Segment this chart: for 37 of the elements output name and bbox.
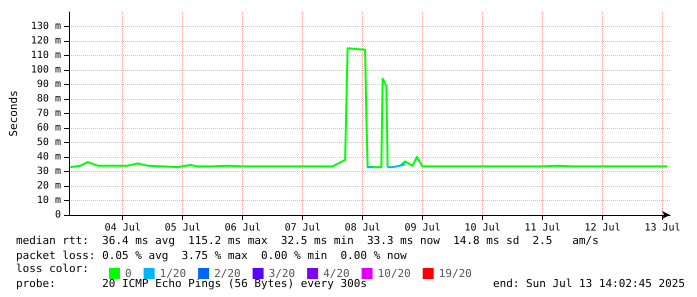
y-tick-label: 100 m (30, 64, 61, 76)
x-tick-label: 11 Jul (524, 222, 561, 234)
y-tick-label: 10 m (36, 195, 61, 206)
x-tick-label: 07 Jul (284, 222, 321, 234)
x-tick-label: 05 Jul (164, 222, 201, 234)
text: probe: 20 ICMP Echo Pings (56 Bytes) every 300s (16, 277, 367, 290)
y-tick-label: 80 m (36, 94, 61, 104)
x-tick-label: 08 Jul (344, 222, 381, 234)
legend-label: 0 (125, 267, 132, 280)
x-tick-label: 09 Jul (404, 222, 441, 234)
legend-label: 19/20 (438, 267, 472, 280)
y-tick-label: 90 m (36, 79, 61, 90)
y-tick-label: 50 m (36, 137, 61, 148)
x-tick-label: 10 Jul (464, 222, 501, 234)
legend-label: 10/20 (378, 267, 411, 280)
legend-title: loss color: (16, 262, 89, 275)
text: median rtt: 36.4 ms avg 115.2 ms max 32.5 ms min 33.3 ms now 14.8 ms sd 2.5 am/s (16, 234, 599, 247)
text: packet loss: 0.05 % avg 3.75 % max 0.00 % min 0.00 % now (16, 249, 408, 262)
y-tick-label: 130 m (30, 21, 61, 32)
legend-label: 3/20 (268, 267, 296, 280)
legend-label: 1/20 (160, 267, 186, 280)
y-tick-label: 70 m (36, 108, 61, 119)
y-tick-label: 120 m (30, 36, 61, 46)
x-tick-label: 04 Jul (104, 222, 141, 234)
y-tick-label: 60 m (36, 122, 61, 134)
y-tick-label: 30 m (36, 166, 61, 177)
x-tick-label: 06 Jul (224, 222, 261, 234)
y-tick-label: 0 (54, 210, 61, 220)
text: end: Sun Jul 13 14:02:45 2025 (492, 277, 686, 290)
y-axis-title: Seconds (7, 90, 20, 137)
y-tick-label: 20 m (36, 180, 61, 192)
x-tick-label: 13 Jul (644, 222, 681, 234)
x-tick-label: 12 Jul (584, 222, 621, 234)
y-tick-label: 110 m (30, 50, 61, 61)
legend-label: 4/20 (323, 267, 350, 280)
y-tick-label: 40 m (36, 152, 61, 162)
legend-label: 2/20 (214, 267, 241, 280)
